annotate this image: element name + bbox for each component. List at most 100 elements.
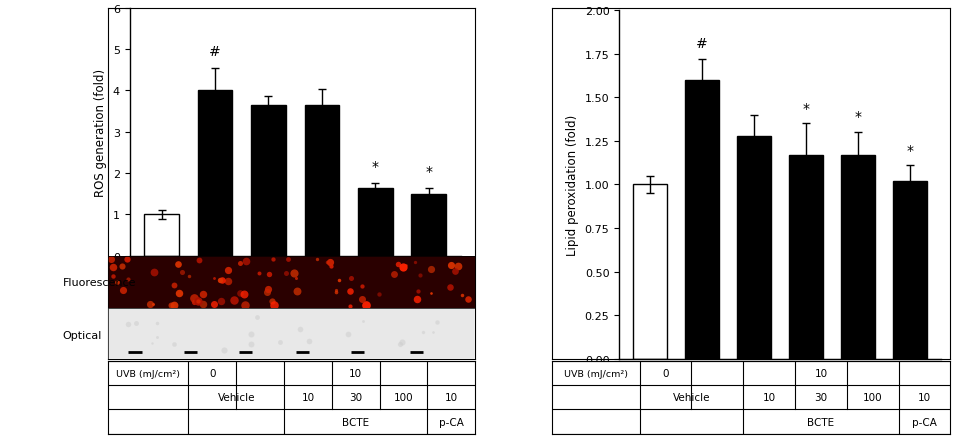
- Point: [343, 288, 358, 295]
- Text: 30: 30: [349, 392, 362, 403]
- Bar: [634, 185, 667, 359]
- Point: [196, 301, 211, 308]
- Point: [319, 259, 334, 266]
- Text: 100: 100: [394, 392, 414, 403]
- Bar: [685, 81, 719, 359]
- Point: [354, 283, 370, 290]
- Point: [191, 298, 206, 305]
- Point: [265, 256, 280, 263]
- Point: [163, 302, 179, 309]
- Text: 10: 10: [918, 392, 931, 403]
- Bar: [198, 91, 232, 256]
- Text: *: *: [906, 143, 913, 157]
- Text: #: #: [696, 37, 708, 51]
- Bar: [893, 182, 926, 359]
- Point: [150, 334, 165, 341]
- Point: [410, 288, 425, 295]
- Point: [121, 321, 136, 328]
- Text: UVB (mJ/cm²): UVB (mJ/cm²): [564, 369, 628, 378]
- Point: [109, 279, 125, 286]
- Point: [280, 256, 296, 263]
- Point: [408, 259, 423, 266]
- Text: Fluorescence: Fluorescence: [62, 278, 136, 287]
- Point: [261, 271, 276, 278]
- Text: 0: 0: [209, 368, 216, 378]
- Text: Vehicle: Vehicle: [673, 392, 710, 403]
- Point: [287, 270, 302, 277]
- Text: 30: 30: [814, 392, 828, 403]
- Text: *: *: [372, 159, 379, 173]
- Point: [332, 277, 348, 284]
- Point: [301, 338, 317, 345]
- Point: [409, 296, 424, 303]
- Text: 0: 0: [662, 368, 669, 378]
- Bar: [789, 155, 823, 359]
- Text: *: *: [803, 102, 809, 115]
- Point: [166, 341, 181, 348]
- Point: [447, 268, 463, 275]
- Point: [206, 275, 222, 282]
- Text: UVB (mJ/cm²): UVB (mJ/cm²): [116, 369, 180, 378]
- Point: [443, 284, 458, 291]
- Point: [237, 291, 252, 298]
- Text: p-CA: p-CA: [912, 417, 937, 427]
- Point: [181, 273, 197, 280]
- Point: [460, 296, 475, 303]
- Point: [372, 291, 387, 298]
- Point: [227, 297, 242, 304]
- Point: [217, 346, 232, 353]
- Point: [106, 273, 121, 280]
- Point: [395, 339, 410, 346]
- Point: [260, 286, 276, 293]
- Point: [344, 275, 359, 282]
- Point: [359, 302, 374, 309]
- Point: [423, 290, 439, 297]
- Bar: [358, 188, 393, 256]
- Point: [328, 289, 344, 296]
- Point: [119, 256, 134, 263]
- Point: [238, 258, 253, 265]
- Point: [354, 296, 370, 303]
- Point: [289, 275, 304, 282]
- Point: [145, 300, 160, 307]
- Point: [387, 271, 402, 278]
- Point: [106, 264, 121, 271]
- Point: [454, 292, 469, 299]
- Point: [396, 265, 411, 272]
- Point: [450, 263, 466, 270]
- Point: [144, 340, 159, 347]
- Text: 10: 10: [762, 392, 776, 403]
- Point: [425, 329, 441, 336]
- Point: [213, 277, 228, 284]
- Point: [341, 331, 356, 338]
- Point: [214, 277, 229, 284]
- Point: [273, 339, 288, 346]
- Point: [243, 331, 258, 338]
- Point: [149, 319, 164, 326]
- Point: [252, 269, 267, 276]
- Point: [167, 302, 182, 309]
- Point: [398, 262, 414, 269]
- Point: [171, 261, 186, 268]
- Point: [429, 318, 444, 325]
- Bar: [412, 194, 446, 256]
- Point: [121, 276, 136, 283]
- Text: BCTE: BCTE: [342, 417, 370, 427]
- Point: [147, 269, 162, 276]
- Text: 100: 100: [863, 392, 882, 403]
- Text: #: #: [209, 45, 221, 59]
- Text: Vehicle: Vehicle: [218, 392, 255, 403]
- Text: 10: 10: [444, 392, 458, 403]
- Point: [206, 301, 222, 308]
- Point: [129, 320, 144, 327]
- Point: [322, 259, 337, 266]
- Bar: [252, 106, 286, 256]
- Bar: [737, 136, 771, 359]
- Y-axis label: ROS generation (fold): ROS generation (fold): [94, 69, 108, 196]
- Point: [186, 294, 202, 301]
- Y-axis label: Lipid peroxidation (fold): Lipid peroxidation (fold): [566, 115, 579, 255]
- Point: [243, 341, 258, 348]
- Point: [310, 256, 325, 263]
- Point: [290, 287, 305, 294]
- Point: [266, 302, 281, 309]
